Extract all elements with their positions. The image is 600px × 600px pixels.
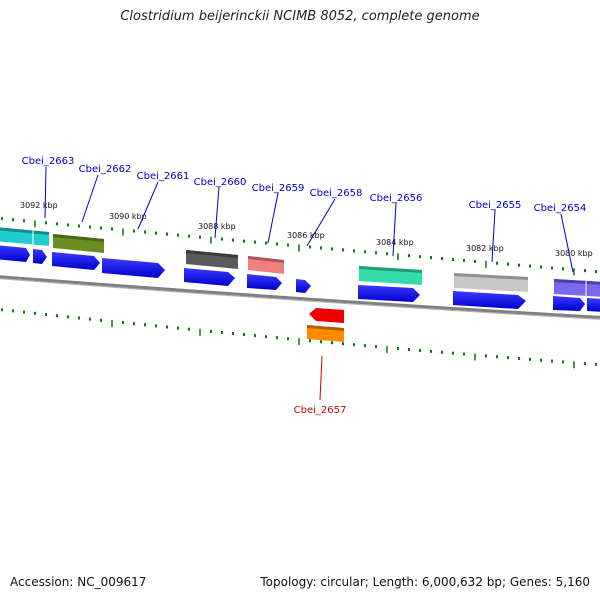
- cds-arrow-11[interactable]: [587, 298, 600, 312]
- coord-label-3092: 3092 kbp: [20, 201, 58, 210]
- cds-arrow-1[interactable]: [0, 245, 30, 262]
- gene-label-cbei-2661[interactable]: Cbei_2661: [137, 171, 190, 182]
- genome-backbone: [0, 275, 600, 319]
- feature-bar-cbei-2663[interactable]: [0, 227, 49, 246]
- leader-line-cbei-2661: [137, 181, 159, 230]
- cds-arrow-8[interactable]: [358, 285, 420, 302]
- cds-arrow-cbei-2657[interactable]: [309, 308, 344, 323]
- leader-line-cbei-2655: [491, 209, 496, 263]
- cds-arrow-3[interactable]: [52, 252, 100, 270]
- gene-label-cbei-2662[interactable]: Cbei_2662: [79, 164, 132, 175]
- upper-ticks: [1, 217, 597, 276]
- leader-line-cbei-2659: [267, 192, 279, 244]
- leader-line-cbei-2656: [392, 202, 397, 257]
- coord-label-3082: 3082 kbp: [466, 244, 504, 253]
- gene-label-cbei-2655[interactable]: Cbei_2655: [469, 200, 522, 211]
- gene-label-cbei-2663[interactable]: Cbei_2663: [22, 156, 75, 167]
- cds-arrow-5[interactable]: [184, 268, 235, 286]
- coord-label-3080: 3080 kbp: [555, 249, 593, 258]
- feature-bar-cbei-2655[interactable]: [454, 273, 528, 292]
- cds-arrow-7[interactable]: [296, 279, 311, 293]
- cds-arrow-9[interactable]: [453, 291, 526, 309]
- gene-label-cbei-2657[interactable]: Cbei_2657: [294, 405, 347, 416]
- feature-bar-cbei-2662[interactable]: [53, 234, 104, 253]
- gene-label-cbei-2660[interactable]: Cbei_2660: [194, 177, 247, 188]
- feature-bar-cbei-2657[interactable]: [307, 325, 344, 342]
- cds-arrow-4[interactable]: [102, 258, 165, 278]
- gene-label-cbei-2658[interactable]: Cbei_2658: [310, 188, 363, 199]
- genome-backbone-shadow: [0, 278, 600, 320]
- feature-bar-cbei-2660[interactable]: [186, 250, 238, 269]
- leader-line-cbei-2662: [81, 174, 99, 223]
- gene-label-cbei-2659[interactable]: Cbei_2659: [252, 183, 305, 194]
- leader-line-cbei-2657: [319, 355, 323, 401]
- gene-label-cbei-2656[interactable]: Cbei_2656: [370, 193, 423, 204]
- coord-label-3088: 3088 kbp: [198, 222, 236, 231]
- feature-bar-cbei-2659[interactable]: [248, 256, 284, 274]
- coord-label-3084: 3084 kbp: [376, 238, 414, 247]
- genome-summary-text: Topology: circular; Length: 6,000,632 bp…: [260, 575, 590, 589]
- leader-line-cbei-2663: [44, 166, 47, 219]
- coord-label-3086: 3086 kbp: [287, 231, 325, 240]
- leader-line-cbei-2654: [560, 213, 574, 273]
- cds-arrow-2[interactable]: [33, 249, 47, 264]
- feature-bar-cbei-2654[interactable]: [554, 279, 600, 297]
- feature-bar-cbei-2656[interactable]: [359, 266, 422, 285]
- leader-line-cbei-2658: [306, 198, 336, 247]
- accession-text: Accession: NC_009617: [10, 575, 147, 589]
- coord-label-3090: 3090 kbp: [109, 212, 147, 221]
- lower-ticks: [1, 308, 597, 369]
- gene-label-cbei-2654[interactable]: Cbei_2654: [534, 203, 587, 214]
- leader-line-cbei-2660: [214, 186, 220, 239]
- map-title: Clostridium beijerinckii NCIMB 8052, com…: [120, 9, 480, 24]
- cds-arrow-6[interactable]: [247, 274, 282, 290]
- cds-arrow-10[interactable]: [553, 296, 585, 311]
